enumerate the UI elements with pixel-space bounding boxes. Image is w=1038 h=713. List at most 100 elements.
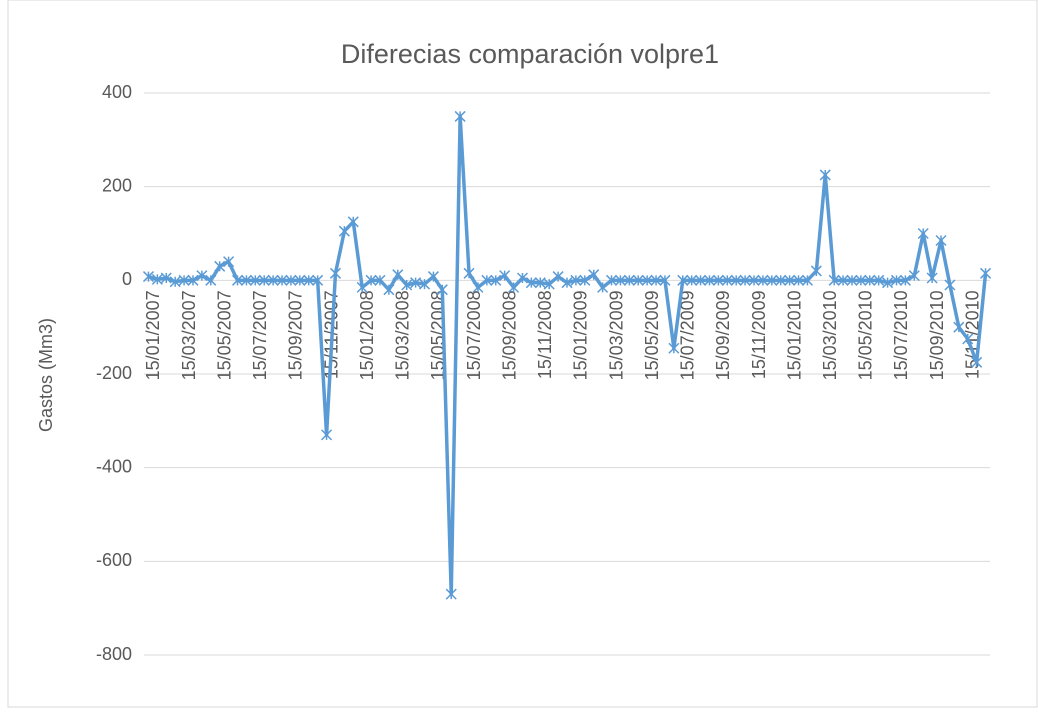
point-marker <box>721 274 733 286</box>
point-marker <box>356 281 368 293</box>
point-marker <box>169 276 181 288</box>
point-marker <box>525 277 537 289</box>
point-marker <box>855 274 867 286</box>
point-marker <box>410 277 422 289</box>
point-marker <box>187 274 199 286</box>
point-marker <box>819 169 831 181</box>
point-marker <box>882 277 894 289</box>
x-tick-label: 15/03/2008 <box>393 290 413 380</box>
point-marker <box>623 274 635 286</box>
y-tick-label: 0 <box>122 269 132 289</box>
point-marker <box>668 342 680 354</box>
point-marker <box>490 274 502 286</box>
y-axis-label: Gastos (Mm3) <box>36 318 56 432</box>
point-marker <box>285 274 297 286</box>
point-marker <box>926 272 938 284</box>
point-marker <box>205 274 217 286</box>
point-marker <box>730 274 742 286</box>
point-marker <box>160 272 172 284</box>
point-marker <box>739 274 751 286</box>
point-marker <box>614 274 626 286</box>
point-marker <box>632 274 644 286</box>
point-marker <box>223 256 235 268</box>
chart-title: Diferecias comparación volpre1 <box>341 39 719 69</box>
point-marker <box>935 234 947 247</box>
point-marker <box>267 274 279 286</box>
point-marker <box>748 274 760 286</box>
x-tick-label: 15/01/2008 <box>357 290 377 380</box>
point-marker <box>436 284 448 296</box>
point-marker <box>508 281 520 293</box>
point-marker <box>597 281 609 293</box>
point-marker <box>775 274 787 286</box>
point-marker <box>570 274 582 286</box>
point-marker <box>552 271 564 283</box>
point-marker <box>784 274 796 286</box>
point-marker <box>383 284 395 296</box>
point-marker <box>659 274 671 286</box>
point-marker <box>801 274 813 286</box>
point-marker <box>561 277 573 289</box>
point-marker <box>196 270 208 282</box>
point-marker <box>445 588 457 600</box>
x-tick-label: 15/03/2009 <box>606 290 626 380</box>
point-marker <box>828 274 840 286</box>
point-marker <box>418 278 431 290</box>
point-marker <box>258 274 270 286</box>
point-marker <box>543 278 555 290</box>
point-marker <box>766 274 778 286</box>
point-marker <box>605 274 618 286</box>
y-tick-label: -600 <box>96 550 132 570</box>
point-marker <box>472 281 484 293</box>
point-marker <box>641 274 653 286</box>
point-marker <box>650 274 662 286</box>
point-marker <box>321 429 333 441</box>
chart-frame <box>7 0 1038 708</box>
point-marker <box>890 274 903 286</box>
point-marker <box>677 274 689 286</box>
point-marker <box>686 274 698 286</box>
point-marker <box>240 274 252 286</box>
point-marker <box>864 274 876 286</box>
point-marker <box>347 216 359 228</box>
x-tick-label: 15/01/2010 <box>784 290 804 380</box>
point-marker <box>178 274 190 286</box>
x-tick-label: 15/09/2008 <box>499 290 519 380</box>
point-marker <box>231 274 244 286</box>
point-marker <box>401 279 413 291</box>
point-marker <box>846 274 858 286</box>
point-marker <box>499 270 511 282</box>
x-tick-label: 15/07/2008 <box>464 290 484 380</box>
point-marker <box>481 274 493 286</box>
point-marker <box>588 269 600 281</box>
point-marker <box>374 274 386 286</box>
x-tick-label: 15/11/2009 <box>749 290 769 379</box>
x-tick-label: 15/05/2010 <box>856 290 876 380</box>
point-marker <box>329 267 341 279</box>
point-marker <box>294 274 306 286</box>
point-marker <box>516 272 529 284</box>
point-marker <box>151 273 163 285</box>
point-marker <box>971 356 983 368</box>
x-tick-label: 15/05/2009 <box>642 290 662 380</box>
x-tick-label: 15/03/2007 <box>179 290 199 380</box>
x-tick-label: 15/03/2010 <box>820 290 840 380</box>
point-marker <box>142 271 154 283</box>
point-marker <box>534 277 546 289</box>
y-tick-label: 200 <box>102 175 132 195</box>
point-marker <box>899 274 911 286</box>
point-marker <box>338 225 350 237</box>
point-marker <box>276 274 288 286</box>
point-marker <box>873 274 885 286</box>
x-tick-label: 15/09/2009 <box>713 290 733 380</box>
point-marker <box>837 274 849 286</box>
point-marker <box>712 274 724 286</box>
point-marker <box>944 279 956 291</box>
point-marker <box>579 274 591 286</box>
point-marker <box>703 274 716 286</box>
point-marker <box>917 227 929 240</box>
point-marker <box>365 274 377 286</box>
y-tick-label: -400 <box>96 456 132 476</box>
point-marker <box>249 274 261 286</box>
x-tick-label: 15/09/2007 <box>286 290 306 380</box>
